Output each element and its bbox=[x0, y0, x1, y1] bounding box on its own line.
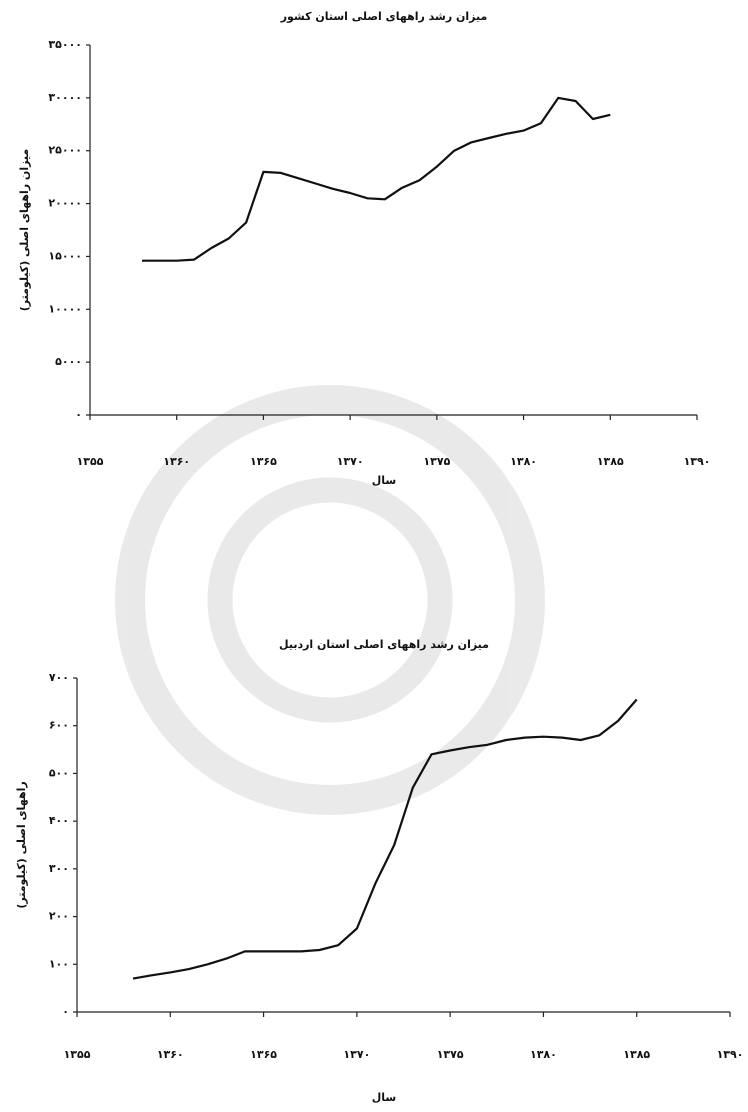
y-tick-label: ۲۰۰۰۰ bbox=[48, 197, 82, 210]
y-tick-label: ۵۰۰ bbox=[49, 766, 69, 779]
x-tick-label: ۱۳۶۰ bbox=[157, 1048, 184, 1061]
x-tick-label: ۱۳۵۵ bbox=[64, 1048, 91, 1061]
y-tick-label: ۳۰۰۰۰ bbox=[48, 91, 82, 104]
x-tick-label: ۱۳۶۰ bbox=[163, 455, 190, 468]
y-tick-label: ۷۰۰ bbox=[49, 671, 69, 684]
y-axis-label: راههای اصلی (کیلومتر) bbox=[15, 781, 28, 908]
x-axis-label: سال bbox=[372, 474, 397, 487]
y-tick-label: ۲۰۰ bbox=[49, 910, 69, 923]
x-tick-label: ۱۳۷۵ bbox=[437, 1048, 464, 1061]
y-tick-label: ۰ bbox=[62, 1005, 69, 1018]
x-tick-label: ۱۳۸۰ bbox=[530, 1048, 557, 1061]
y-tick-label: ۴۰۰ bbox=[49, 814, 69, 827]
x-tick-label: ۱۳۸۵ bbox=[623, 1048, 650, 1061]
y-tick-label: ۰ bbox=[75, 408, 82, 421]
page: میزان رشد راههای اصلی استان کشور سال میزان… bbox=[0, 0, 748, 1112]
x-tick-label: ۱۳۶۵ bbox=[250, 1048, 277, 1061]
x-tick-label: ۱۳۷۰ bbox=[343, 1048, 370, 1061]
x-tick-label: ۱۳۶۵ bbox=[250, 455, 277, 468]
x-axis-label: سال bbox=[372, 1091, 397, 1104]
chart-title: میزان رشد راههای اصلی استان اردبیل bbox=[279, 638, 489, 651]
y-tick-label: ۶۰۰ bbox=[49, 719, 69, 732]
y-tick-label: ۳۵۰۰۰ bbox=[48, 38, 82, 51]
x-tick-label: ۱۳۹۰ bbox=[684, 455, 711, 468]
x-tick-label: ۱۳۸۵ bbox=[597, 455, 624, 468]
y-tick-label: ۱۵۰۰۰ bbox=[48, 249, 82, 262]
x-tick-label: ۱۳۷۰ bbox=[337, 455, 364, 468]
y-tick-label: ۳۰۰ bbox=[49, 862, 69, 875]
y-tick-label: ۱۰۰ bbox=[49, 957, 69, 970]
x-tick-label: ۱۳۷۵ bbox=[423, 455, 450, 468]
y-axis-label: میزان راههای اصلی (کیلومتر) bbox=[18, 149, 31, 312]
y-tick-label: ۵۰۰۰ bbox=[55, 355, 82, 368]
y-tick-label: ۲۵۰۰۰ bbox=[48, 144, 82, 157]
x-tick-label: ۱۳۹۰ bbox=[717, 1048, 744, 1061]
data-line bbox=[142, 98, 610, 261]
chart-title: میزان رشد راههای اصلی استان کشور bbox=[280, 10, 488, 23]
x-tick-label: ۱۳۵۵ bbox=[77, 455, 104, 468]
x-tick-label: ۱۳۸۰ bbox=[510, 455, 537, 468]
y-tick-label: ۱۰۰۰۰ bbox=[48, 302, 82, 315]
